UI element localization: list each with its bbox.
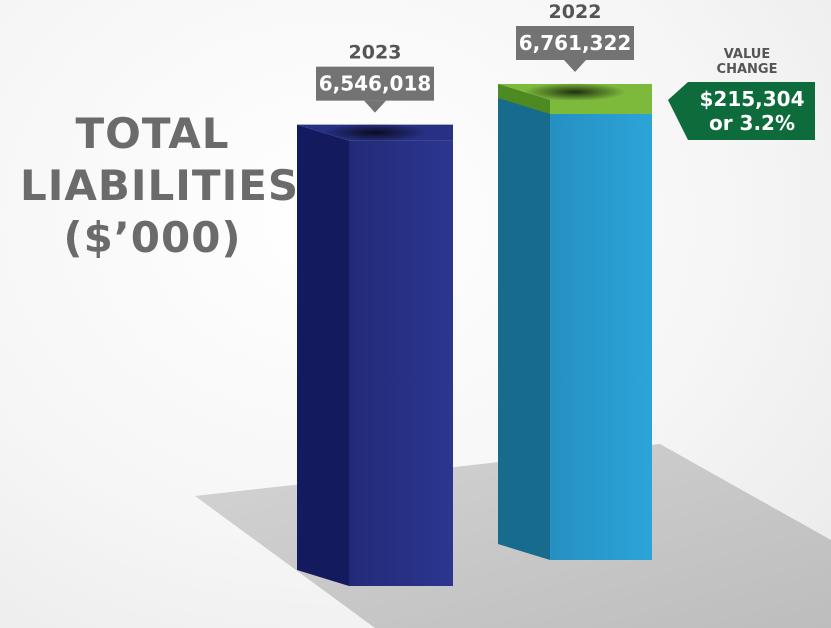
value-label-2023: 6,546,018 <box>319 72 432 96</box>
category-label-2022: 2022 <box>549 1 602 23</box>
value-change-line-1: $215,304 <box>699 87 804 111</box>
bar-2022-side <box>498 84 550 560</box>
value-change-badge <box>668 82 815 140</box>
value-change-band-side <box>498 84 550 114</box>
title-line-1: TOTAL <box>75 109 230 158</box>
value-box-pointer-2023 <box>364 100 386 113</box>
value-box-pointer-2022 <box>564 60 586 72</box>
category-label-2023: 2023 <box>349 42 402 64</box>
value-change-heading-1: VALUE <box>724 47 771 62</box>
bar-2022-top-shadow <box>523 83 627 101</box>
value-change-heading-2: CHANGE <box>717 62 778 77</box>
value-box-2022 <box>516 26 634 60</box>
bar-2023-side <box>297 124 349 586</box>
title-line-2: LIABILITIES <box>20 161 300 210</box>
bars-layer <box>297 83 652 586</box>
value-change-line-2: or 3.2% <box>709 111 795 135</box>
value-box-2023 <box>316 66 434 101</box>
value-label-2022: 6,761,322 <box>519 31 632 55</box>
bar-2022-front <box>550 100 652 560</box>
bar-2023-front <box>349 140 453 586</box>
bar-2023-top-shadow <box>323 123 427 142</box>
title-line-3: ($’000) <box>63 213 242 262</box>
value-change-band-front <box>550 100 652 114</box>
